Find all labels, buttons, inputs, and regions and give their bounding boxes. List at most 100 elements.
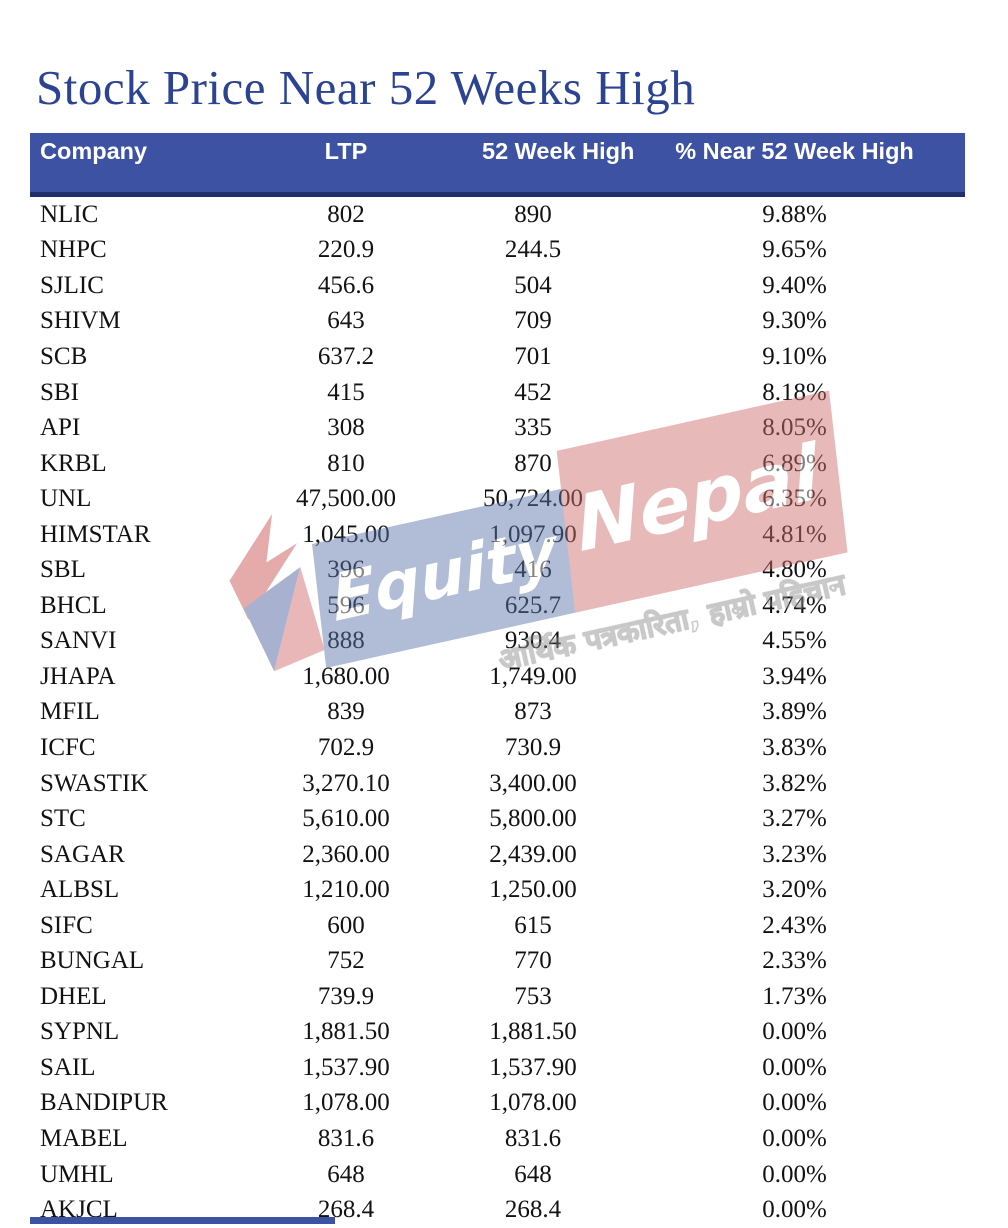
cell-52-week-high: 709 [514, 307, 552, 335]
table-row: API 308 335 8.05% [30, 410, 965, 446]
cell-52-week-high: 268.4 [504, 1196, 562, 1224]
cell-company: DHEL [40, 982, 107, 1010]
cell-pct-near-high: 9.30% [762, 307, 827, 335]
cell-company: BHCL [40, 591, 107, 619]
cell-52-week-high: 416 [514, 556, 552, 584]
stock-table: Company LTP 52 Week High % Near 52 Week … [30, 133, 965, 1228]
cell-ltp: 752 [327, 947, 365, 975]
cell-pct-near-high: 6.89% [762, 449, 827, 477]
cell-company: API [40, 414, 81, 442]
column-header-pct-near-high: % Near 52 Week High [675, 138, 914, 164]
cell-52-week-high: 1,078.00 [489, 1089, 577, 1117]
cell-ltp: 47,500.00 [296, 485, 396, 513]
cell-company: SIFC [40, 911, 93, 939]
cell-ltp: 739.9 [317, 982, 375, 1010]
table-row: UMHL 648 648 0.00% [30, 1157, 965, 1193]
cell-52-week-high: 890 [514, 200, 552, 228]
table-row: SWASTIK 3,270.10 3,400.00 3.82% [30, 766, 965, 802]
cell-52-week-high: 870 [514, 449, 552, 477]
table-row: UNL 47,500.00 50,724.00 6.35% [30, 481, 965, 517]
cell-52-week-high: 1,097.90 [489, 520, 577, 548]
cell-company: SANVI [40, 627, 117, 655]
cell-52-week-high: 1,749.00 [489, 662, 577, 690]
table-row: SBI 415 452 8.18% [30, 375, 965, 411]
cell-pct-near-high: 3.94% [762, 662, 827, 690]
table-row: SHIVM 643 709 9.30% [30, 304, 965, 340]
cell-company: NLIC [40, 200, 99, 228]
cell-52-week-high: 244.5 [504, 236, 562, 264]
cell-52-week-high: 930.4 [504, 627, 562, 655]
table-row: BUNGAL 752 770 2.33% [30, 943, 965, 979]
cell-ltp: 637.2 [317, 342, 375, 370]
cell-company: SBI [40, 378, 79, 406]
cell-pct-near-high: 4.74% [762, 591, 827, 619]
cell-pct-near-high: 0.00% [762, 1160, 827, 1188]
cell-ltp: 643 [327, 307, 365, 335]
cell-pct-near-high: 9.65% [762, 236, 827, 264]
cell-ltp: 1,881.50 [302, 1018, 390, 1046]
cell-company: KRBL [40, 449, 107, 477]
cell-company: SAIL [40, 1053, 96, 1081]
cell-company: JHAPA [40, 662, 116, 690]
cell-52-week-high: 615 [514, 911, 552, 939]
cell-pct-near-high: 0.00% [762, 1124, 827, 1152]
cell-company: SWASTIK [40, 769, 149, 797]
cell-52-week-high: 625.7 [504, 591, 562, 619]
table-row: DHEL 739.9 753 1.73% [30, 979, 965, 1015]
cell-pct-near-high: 9.10% [762, 342, 827, 370]
cell-52-week-high: 701 [514, 342, 552, 370]
cell-52-week-high: 831.6 [504, 1124, 562, 1152]
cell-52-week-high: 335 [514, 414, 552, 442]
table-row: SYPNL 1,881.50 1,881.50 0.00% [30, 1015, 965, 1051]
cell-pct-near-high: 8.18% [762, 378, 827, 406]
table-row: KRBL 810 870 6.89% [30, 446, 965, 482]
cell-pct-near-high: 0.00% [762, 1053, 827, 1081]
column-header-ltp: LTP [324, 138, 368, 164]
cell-52-week-high: 648 [514, 1160, 552, 1188]
cell-52-week-high: 730.9 [504, 733, 562, 761]
table-row: SJLIC 456.6 504 9.40% [30, 268, 965, 304]
cell-company: STC [40, 805, 86, 833]
table-body: NLIC 802 890 9.88% NHPC 220.9 244.5 9.65… [30, 197, 965, 1228]
cell-ltp: 308 [327, 414, 365, 442]
table-row: ALBSL 1,210.00 1,250.00 3.20% [30, 872, 965, 908]
table-row: SAGAR 2,360.00 2,439.00 3.23% [30, 837, 965, 873]
cell-pct-near-high: 4.80% [762, 556, 827, 584]
cell-company: UMHL [40, 1160, 114, 1188]
cell-ltp: 839 [327, 698, 365, 726]
cell-pct-near-high: 3.20% [762, 876, 827, 904]
table-row: AKJCL 268.4 268.4 0.00% [30, 1192, 965, 1228]
table-row: JHAPA 1,680.00 1,749.00 3.94% [30, 659, 965, 695]
cell-ltp: 648 [327, 1160, 365, 1188]
cell-ltp: 1,078.00 [302, 1089, 390, 1117]
table-row: BANDIPUR 1,078.00 1,078.00 0.00% [30, 1086, 965, 1122]
cell-company: MFIL [40, 698, 100, 726]
table-row: HIMSTAR 1,045.00 1,097.90 4.81% [30, 517, 965, 553]
cell-pct-near-high: 0.00% [762, 1089, 827, 1117]
cell-pct-near-high: 1.73% [762, 982, 827, 1010]
table-row: SANVI 888 930.4 4.55% [30, 624, 965, 660]
cell-company: SBL [40, 556, 86, 584]
table-row: MFIL 839 873 3.89% [30, 695, 965, 731]
cell-pct-near-high: 9.88% [762, 200, 827, 228]
cell-ltp: 3,270.10 [302, 769, 390, 797]
column-header-52-week-high: 52 Week High [482, 138, 635, 164]
cell-52-week-high: 504 [514, 271, 552, 299]
cell-ltp: 600 [327, 911, 365, 939]
cell-ltp: 5,610.00 [302, 805, 390, 833]
cell-pct-near-high: 9.40% [762, 271, 827, 299]
cell-52-week-high: 1,250.00 [489, 876, 577, 904]
cell-pct-near-high: 6.35% [762, 485, 827, 513]
table-row: SAIL 1,537.90 1,537.90 0.00% [30, 1050, 965, 1086]
cell-ltp: 1,045.00 [302, 520, 390, 548]
cell-pct-near-high: 2.33% [762, 947, 827, 975]
cell-pct-near-high: 4.55% [762, 627, 827, 655]
cell-ltp: 1,537.90 [302, 1053, 390, 1081]
cell-company: SCB [40, 342, 88, 370]
next-section-header-cutoff [30, 1217, 335, 1224]
cell-ltp: 396 [327, 556, 365, 584]
table-row: SBL 396 416 4.80% [30, 552, 965, 588]
table-row: ICFC 702.9 730.9 3.83% [30, 730, 965, 766]
table-row: BHCL 596 625.7 4.74% [30, 588, 965, 624]
cell-ltp: 802 [327, 200, 365, 228]
